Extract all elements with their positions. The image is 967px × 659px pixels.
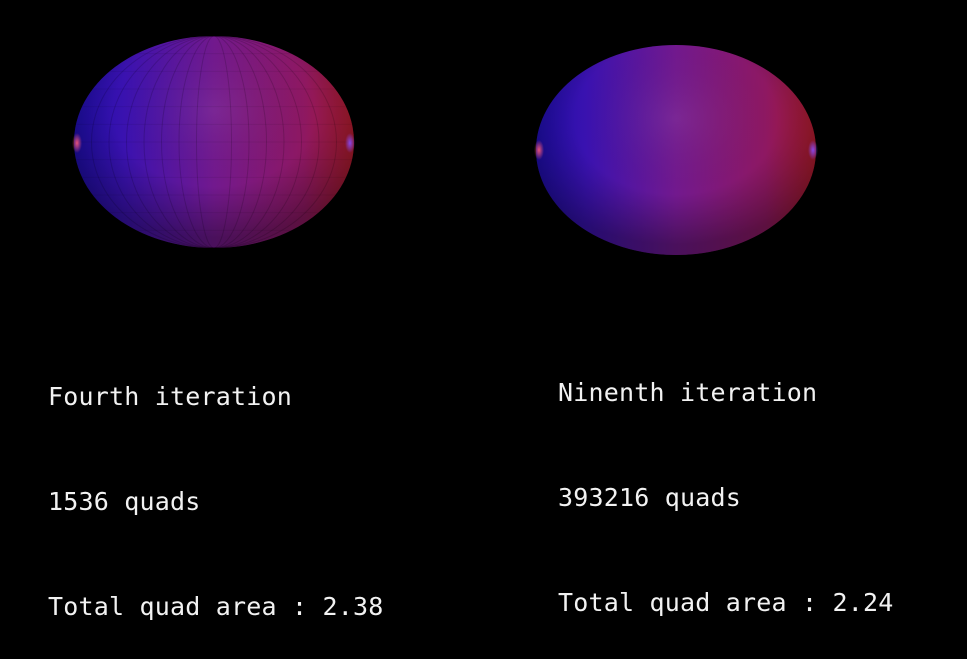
pole-right (345, 133, 355, 153)
pole-right (808, 140, 818, 160)
ellipsoid-fourth-iteration (72, 36, 355, 248)
quad-area: Total quad area : 2.24 (558, 588, 894, 617)
render-viewport (72, 36, 818, 255)
iteration-title: Ninenth iteration (558, 378, 818, 407)
caption-fourth-iteration: Fourth iteration 1536 quads Total quad a… (48, 309, 384, 659)
quad-area: Total quad area : 2.38 (48, 592, 384, 621)
iteration-title: Fourth iteration (48, 382, 293, 411)
ellipsoid-ninth-iteration (534, 45, 818, 255)
caption-ninth-iteration: Ninenth iteration 393216 quads Total qua… (558, 305, 894, 655)
quad-count: 393216 quads (558, 483, 742, 512)
pole-left (72, 133, 82, 153)
pole-left (534, 140, 544, 160)
quad-count: 1536 quads (48, 487, 201, 516)
